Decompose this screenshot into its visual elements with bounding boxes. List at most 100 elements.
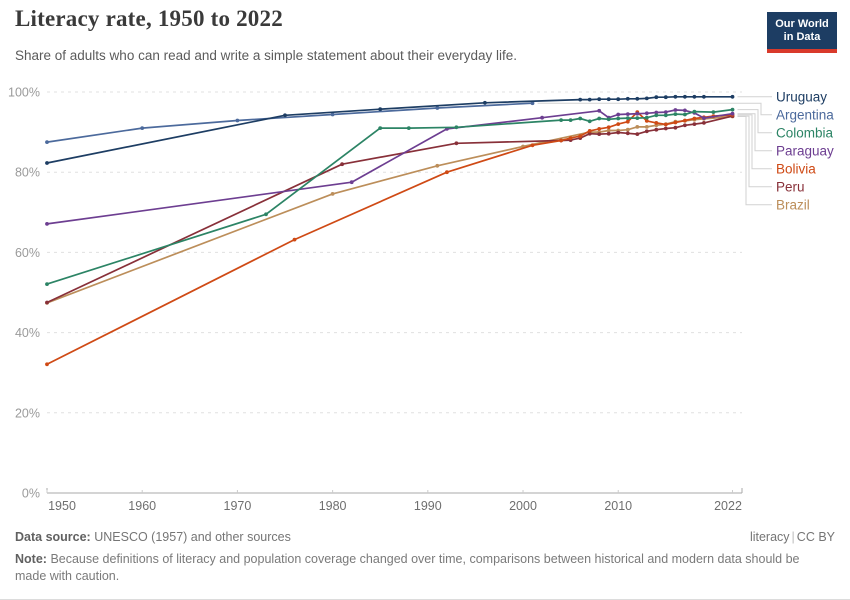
point-colombia-2013: [644, 115, 649, 120]
point-colombia-2016: [673, 112, 678, 116]
owid-logo[interactable]: Our World in Data: [767, 12, 837, 53]
point-peru-2008: [597, 132, 602, 137]
legend-label-peru[interactable]: Peru: [776, 179, 805, 194]
point-bolivia-2010: [616, 122, 621, 126]
point-bolivia-2018: [692, 116, 697, 121]
point-colombia-2020: [711, 110, 716, 114]
point-uruguay-1950: [45, 161, 49, 165]
x-axis-tick-1960: 1960: [128, 499, 156, 513]
point-brazil-2009: [606, 128, 611, 133]
point-paraguay-2016: [673, 108, 678, 112]
point-bolivia-2008: [597, 126, 602, 131]
point-uruguay-2012: [635, 96, 640, 101]
legend-connector-brazil: [737, 116, 772, 206]
x-axis-tick-2010: 2010: [604, 499, 632, 513]
point-paraguay-2014: [654, 110, 659, 115]
point-peru-2012: [635, 132, 640, 137]
legend-label-uruguay[interactable]: Uruguay: [776, 89, 827, 104]
point-uruguay-2016: [673, 94, 678, 99]
owid-logo-line1: Our World: [775, 18, 829, 30]
y-axis-tick-60: 60%: [15, 246, 40, 260]
point-uruguay-2019: [702, 94, 706, 99]
point-peru-2017: [683, 123, 687, 128]
legend-label-paraguay[interactable]: Paraguay: [776, 143, 834, 158]
point-colombia-2015: [663, 113, 668, 118]
point-bolivia-1950: [45, 362, 49, 367]
point-peru-2011: [625, 131, 630, 136]
y-axis-tick-80: 80%: [15, 166, 40, 180]
point-bolivia-2015: [663, 122, 668, 127]
point-colombia-2012: [635, 116, 640, 120]
point-colombia-1988: [406, 126, 411, 130]
point-peru-2007: [587, 131, 592, 136]
x-axis-tick-2000: 2000: [509, 499, 537, 513]
point-colombia-2005: [568, 118, 573, 122]
point-peru-2013: [644, 129, 649, 134]
point-bolivia-2005: [568, 136, 573, 141]
data-source-label: Data source:: [15, 530, 91, 544]
point-bolivia-2009: [606, 125, 611, 130]
point-argentina-1960: [140, 126, 145, 130]
point-uruguay-2011: [625, 96, 630, 101]
point-colombia-2004: [559, 118, 563, 122]
point-brazil-1980: [330, 192, 335, 196]
point-bolivia-2017: [683, 118, 687, 123]
point-colombia-1973: [264, 212, 268, 217]
point-peru-2015: [663, 126, 668, 131]
legend-connector-argentina: [537, 102, 772, 116]
line-argentina: [46, 102, 533, 143]
point-peru-1950: [45, 300, 49, 305]
point-uruguay-2010: [616, 97, 621, 102]
point-uruguay-2013: [644, 96, 649, 101]
point-argentina-2001: [530, 101, 535, 106]
legend-connector-paraguay: [737, 113, 772, 152]
point-uruguay-2014: [654, 95, 659, 100]
point-brazil-2012: [635, 125, 640, 129]
literacy-link[interactable]: literacy: [749, 530, 790, 544]
point-peru-2010: [616, 130, 621, 135]
point-paraguay-2010: [616, 112, 621, 117]
page-title: Literacy rate, 1950 to 2022: [15, 6, 283, 31]
license-link[interactable]: CC BY: [796, 530, 835, 544]
point-colombia-2010: [616, 116, 621, 121]
point-colombia-2014: [654, 113, 659, 118]
point-uruguay-1975: [283, 113, 287, 118]
point-uruguay-1996: [483, 100, 487, 105]
legend-label-argentina[interactable]: Argentina: [776, 107, 834, 122]
point-paraguay-2012: [635, 111, 640, 116]
point-brazil-2011: [625, 127, 630, 132]
point-uruguay-2015: [663, 95, 668, 100]
legend-connector-colombia: [737, 109, 772, 134]
point-brazil-1991: [435, 163, 440, 168]
point-brazil-2013: [644, 125, 649, 129]
data-source: Data source: UNESCO (1957) and other sou…: [15, 530, 291, 544]
point-peru-1993: [454, 141, 459, 146]
point-uruguay-2018: [692, 94, 697, 99]
legend-label-bolivia[interactable]: Bolivia: [776, 161, 816, 176]
point-bolivia-2004: [559, 138, 563, 143]
note-text: Because definitions of literacy and popu…: [15, 552, 800, 583]
note-label: Note:: [15, 552, 47, 566]
point-colombia-2017: [683, 112, 687, 117]
legend-connector-bolivia: [737, 114, 772, 170]
point-bolivia-2013: [644, 119, 649, 123]
point-colombia-1985: [378, 126, 383, 130]
point-bolivia-2016: [673, 120, 678, 125]
point-argentina-1991: [435, 106, 440, 110]
point-paraguay-2015: [663, 110, 668, 114]
legend-label-colombia[interactable]: Colombia: [776, 125, 834, 140]
legend-label-brazil[interactable]: Brazil: [776, 197, 810, 212]
x-axis-tick-1990: 1990: [414, 499, 442, 513]
point-uruguay-2008: [597, 97, 602, 102]
point-colombia-2007: [587, 119, 592, 124]
point-bolivia-2006: [578, 134, 583, 139]
point-peru-2019: [702, 121, 706, 125]
owid-logo-line2: in Data: [783, 31, 821, 43]
point-colombia-2006: [578, 116, 583, 121]
point-paraguay-2008: [597, 108, 602, 113]
point-uruguay-2007: [587, 97, 592, 102]
point-bolivia-1992: [445, 170, 449, 175]
point-peru-2014: [654, 127, 659, 132]
